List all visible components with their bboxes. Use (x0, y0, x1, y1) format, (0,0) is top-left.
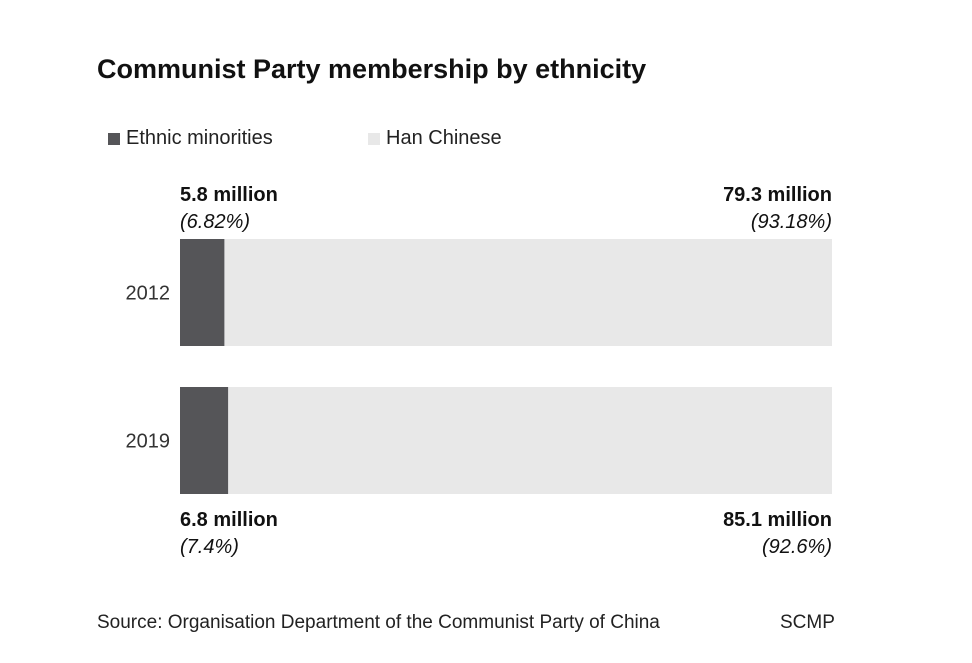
percent-label-ethnic-minorities-2012: (6.82%) (180, 211, 250, 233)
legend-swatch-han-chinese (368, 132, 380, 145)
value-label-han-chinese-2019: 85.1 million (723, 509, 832, 531)
value-label-ethnic-minorities-2019: 6.8 million (180, 509, 278, 531)
category-label-2019: 2019 (126, 431, 171, 453)
legend-label-han-chinese: Han Chinese (386, 127, 502, 149)
bar-ethnic-minorities-2012 (180, 239, 225, 346)
percent-label-ethnic-minorities-2019: (7.4%) (180, 536, 239, 558)
chart-legend: Ethnic minorities Han Chinese (0, 127, 972, 153)
bar-han-chinese-2012 (224, 239, 832, 346)
percent-label-han-chinese-2012: (93.18%) (751, 211, 832, 233)
value-label-ethnic-minorities-2012: 5.8 million (180, 184, 278, 206)
legend-item-ethnic-minorities: Ethnic minorities (108, 127, 273, 150)
credit-label: SCMP (780, 612, 835, 633)
bar-ethnic-minorities-2019 (180, 387, 229, 494)
percent-label-han-chinese-2019: (92.6%) (762, 536, 832, 558)
source-note: Source: Organisation Department of the C… (97, 612, 660, 633)
legend-label-ethnic-minorities: Ethnic minorities (126, 127, 273, 149)
legend-swatch-ethnic-minorities (108, 132, 120, 145)
bar-han-chinese-2019 (228, 387, 832, 494)
legend-item-han-chinese: Han Chinese (368, 127, 502, 150)
value-label-han-chinese-2012: 79.3 million (723, 184, 832, 206)
chart-title: Communist Party membership by ethnicity (97, 54, 647, 84)
category-label-2012: 2012 (126, 283, 171, 305)
